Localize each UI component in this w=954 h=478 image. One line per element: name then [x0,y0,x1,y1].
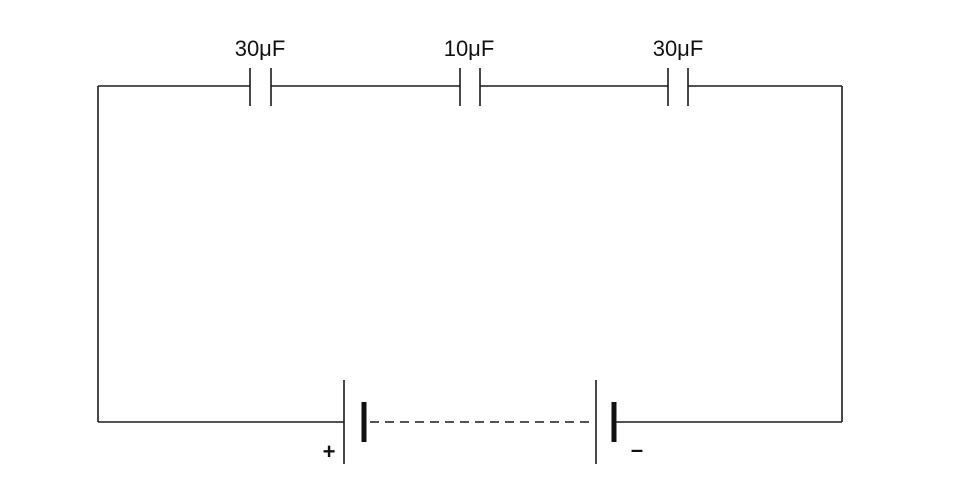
capacitor-3: 30μF [653,36,704,106]
capacitor-3-label: 30μF [653,36,704,61]
battery-negative-label: – [631,437,643,462]
capacitor-1-label: 30μF [235,36,286,61]
battery-positive-label: + [323,439,336,464]
capacitor-2-label: 10μF [444,36,495,61]
capacitor-1: 30μF [235,36,286,106]
battery: + – [323,380,643,464]
capacitor-2: 10μF [444,36,495,106]
